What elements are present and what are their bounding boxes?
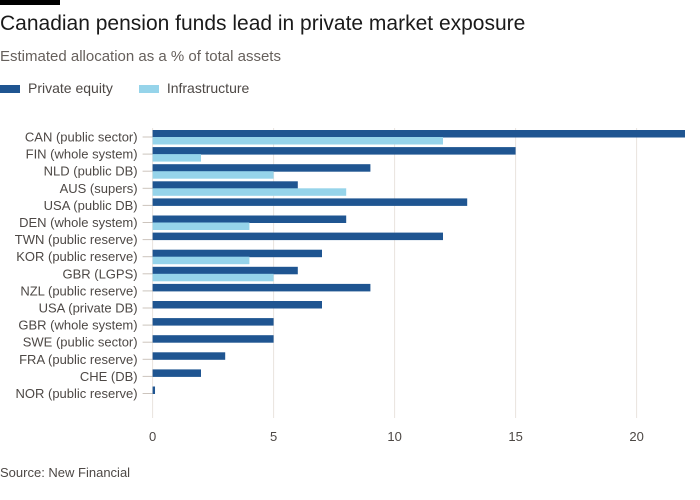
- x-tick-label: 0: [149, 429, 156, 444]
- bar-infrastructure: [152, 273, 274, 282]
- bar-private-equity: [152, 318, 274, 326]
- y-category-label: AUS (supers): [60, 181, 138, 196]
- y-category-label: NLD (public DB): [44, 164, 138, 179]
- y-category-label: CAN (public sector): [25, 130, 138, 145]
- y-category-label: GBR (whole system): [18, 318, 137, 333]
- bar-private-equity: [152, 352, 226, 360]
- legend: Private equity Infrastructure: [0, 80, 249, 96]
- x-tick-label: 20: [629, 429, 643, 444]
- bar-private-equity: [152, 386, 156, 394]
- brand-bar: [0, 0, 60, 5]
- bar-private-equity: [152, 335, 274, 343]
- bar-private-equity: [152, 130, 686, 138]
- y-category-label: GBR (LGPS): [62, 266, 137, 281]
- y-category-label: NZL (public reserve): [20, 283, 137, 298]
- y-category-label: CHE (DB): [80, 369, 138, 384]
- y-category-label: FRA (public reserve): [19, 352, 137, 367]
- y-category-label: USA (private DB): [39, 301, 138, 316]
- x-tick-label: 10: [387, 429, 401, 444]
- bar-private-equity: [152, 147, 516, 155]
- x-tick-label: 15: [508, 429, 522, 444]
- bar-private-equity: [152, 283, 371, 292]
- bar-infrastructure: [152, 137, 443, 145]
- bar-private-equity: [152, 369, 201, 377]
- legend-item-infrastructure: Infrastructure: [138, 80, 249, 96]
- bar-infrastructure: [152, 222, 250, 230]
- source-note: Source: New Financial: [0, 465, 131, 480]
- legend-swatch: [138, 85, 159, 94]
- bar-private-equity: [152, 181, 298, 189]
- chart-subtitle: Estimated allocation as a % of total ass…: [0, 48, 281, 65]
- chart-title: Canadian pension funds lead in private m…: [0, 12, 526, 35]
- bar-private-equity: [152, 232, 443, 241]
- legend-swatch: [0, 85, 20, 94]
- bar-infrastructure: [152, 171, 274, 179]
- x-tick-label: 5: [270, 429, 277, 444]
- bar-infrastructure: [152, 154, 201, 162]
- bar-private-equity: [152, 249, 322, 258]
- y-category-label: TWN (public reserve): [15, 232, 138, 247]
- y-category-label: SWE (public sector): [23, 335, 138, 350]
- y-category-label: USA (public DB): [44, 198, 138, 213]
- bar-private-equity: [152, 198, 468, 206]
- y-category-label: FIN (whole system): [26, 147, 138, 162]
- bar-private-equity: [152, 266, 298, 275]
- bar-private-equity: [152, 164, 371, 172]
- bar-infrastructure: [152, 188, 347, 196]
- bar-infrastructure: [152, 256, 250, 265]
- y-category-label: NOR (public reserve): [16, 386, 138, 401]
- bar-private-equity: [152, 215, 347, 223]
- y-category-label: DEN (whole system): [19, 215, 137, 230]
- y-category-label: KOR (public reserve): [16, 249, 137, 264]
- bar-private-equity: [152, 301, 322, 309]
- legend-item-private-equity: Private equity: [0, 80, 113, 96]
